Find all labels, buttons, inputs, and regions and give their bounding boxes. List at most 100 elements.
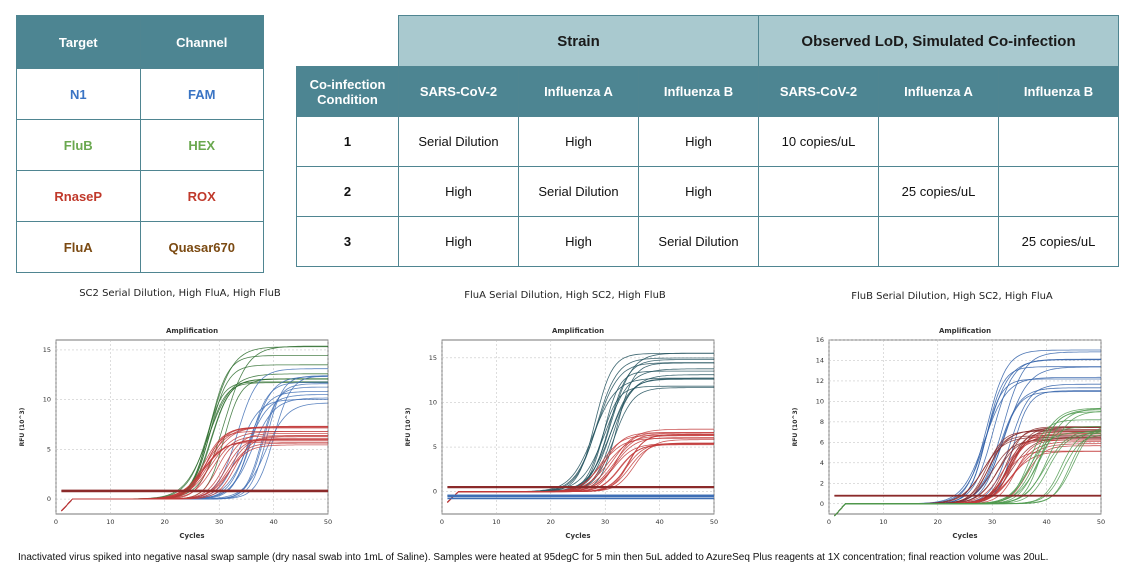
table-cell (878, 216, 1000, 267)
y-tick-label: 4 (820, 459, 824, 467)
table-cell (878, 116, 1000, 167)
channel-header: Channel (139, 15, 264, 69)
x-tick-label: 30 (601, 518, 609, 526)
y-tick-label: 0 (433, 488, 437, 496)
target-cell: RnaseP (16, 170, 141, 222)
y-tick-label: 5 (47, 445, 51, 453)
table-cell: Serial Dilution (637, 216, 760, 267)
x-tick-label: 0 (54, 518, 58, 526)
table-row: FluA Quasar670 (16, 221, 264, 273)
x-tick-label: 20 (161, 518, 169, 526)
table-cell: High (398, 166, 519, 217)
y-tick-label: 6 (820, 438, 824, 446)
table-row: 3 High High Serial Dilution 25 copies/uL (296, 216, 1120, 267)
condition-cell: 1 (296, 116, 399, 167)
table-cell (758, 166, 880, 217)
x-tick-label: 0 (440, 518, 444, 526)
x-tick-label: 50 (1097, 518, 1105, 526)
y-tick-label: 10 (816, 397, 824, 405)
target-cell: FluA (16, 221, 141, 273)
table-cell: High (637, 166, 760, 217)
x-tick-label: 10 (879, 518, 887, 526)
target-header: Target (16, 15, 141, 69)
y-tick-label: 10 (43, 396, 51, 404)
target-cell: FluB (16, 119, 141, 171)
column-header: Influenza A (518, 66, 639, 117)
y-tick-label: 0 (820, 500, 824, 508)
column-header: Influenza A (878, 66, 1000, 117)
table-row: N1 FAM (16, 68, 264, 120)
channel-cell: ROX (139, 170, 264, 222)
x-tick-label: 50 (710, 518, 718, 526)
y-tick-label: 12 (816, 377, 824, 385)
channel-cell: HEX (139, 119, 264, 171)
x-tick-label: 40 (1042, 518, 1050, 526)
table-cell: High (518, 216, 639, 267)
y-tick-label: 8 (820, 418, 824, 426)
y-tick-label: 0 (47, 495, 51, 503)
condition-cell: 2 (296, 166, 399, 217)
x-axis-label: Cycles (565, 532, 590, 540)
x-tick-label: 40 (655, 518, 663, 526)
table-cell (998, 116, 1120, 167)
lod-table: Strain Observed LoD, Simulated Co-infect… (296, 15, 1120, 267)
channel-cell: FAM (139, 68, 264, 120)
y-tick-label: 15 (43, 346, 51, 354)
column-header: SARS-CoV-2 (398, 66, 519, 117)
x-tick-label: 10 (106, 518, 114, 526)
table-cell: High (398, 216, 519, 267)
amplification-curve (61, 438, 328, 512)
channel-cell: Quasar670 (139, 221, 264, 273)
y-tick-label: 15 (429, 354, 437, 362)
table-cell: High (518, 116, 639, 167)
table-cell (998, 166, 1120, 217)
empty-corner (297, 16, 399, 67)
chart-subtitle: Amplification (939, 327, 991, 335)
amplification-chart-flua: Amplification 0 10 20 30 40 50 0 5 10 15 Cycles RFU … (405, 327, 718, 540)
x-tick-label: 30 (215, 518, 223, 526)
strain-group-header: Strain (397, 15, 760, 67)
x-tick-label: 0 (827, 518, 831, 526)
table-row: RnaseP ROX (16, 170, 264, 222)
y-tick-label: 5 (433, 443, 437, 451)
amplification-chart-flub: Amplification 0 10 20 30 40 50 0 2 4 6 8 10 12 14 16 Cyc… (792, 327, 1105, 540)
x-tick-label: 20 (934, 518, 942, 526)
target-channel-table: Target Channel N1 FAM FluB HEX RnaseP RO… (16, 15, 264, 273)
amplification-chart-sc2: Amplification 0 10 20 30 40 50 0 5 10 15 Cycles RFU … (19, 327, 332, 540)
x-tick-label: 40 (269, 518, 277, 526)
table-cell: Serial Dilution (518, 166, 639, 217)
column-header: Influenza B (998, 66, 1120, 117)
table-cell (758, 216, 880, 267)
y-tick-label: 14 (816, 356, 824, 364)
y-tick-label: 16 (816, 336, 824, 344)
lod-group-header: Observed LoD, Simulated Co-infection (758, 15, 1120, 67)
table-row: 1 Serial Dilution High High 10 copies/uL (296, 116, 1120, 167)
column-header: Influenza B (637, 66, 760, 117)
y-tick-label: 2 (820, 479, 824, 487)
y-axis-label: RFU (10^3) (405, 407, 412, 446)
y-axis-label: RFU (10^3) (19, 407, 26, 446)
chart-title: FluA Serial Dilution, High SC2, High Flu… (464, 290, 666, 301)
table-cell: Serial Dilution (398, 116, 519, 167)
y-axis-label: RFU (10^3) (792, 407, 799, 446)
table-row: 2 High Serial Dilution High 25 copies/uL (296, 166, 1120, 217)
target-cell: N1 (16, 68, 141, 120)
x-tick-label: 20 (547, 518, 555, 526)
y-tick-label: 10 (429, 398, 437, 406)
chart-subtitle: Amplification (166, 327, 218, 335)
x-tick-label: 50 (324, 518, 332, 526)
footnote: Inactivated virus spiked into negative n… (18, 552, 1049, 563)
x-axis-label: Cycles (952, 532, 977, 540)
x-axis-label: Cycles (179, 532, 204, 540)
chart-subtitle: Amplification (552, 327, 604, 335)
x-tick-label: 30 (988, 518, 996, 526)
table-cell: 25 copies/uL (878, 166, 1000, 217)
chart-title: FluB Serial Dilution, High SC2, High Flu… (851, 291, 1053, 302)
condition-header: Co-infection Condition (296, 66, 399, 117)
column-header: SARS-CoV-2 (758, 66, 880, 117)
table-row: FluB HEX (16, 119, 264, 171)
condition-cell: 3 (296, 216, 399, 267)
table-cell: 25 copies/uL (998, 216, 1120, 267)
chart-title: SC2 Serial Dilution, High FluA, High Flu… (79, 288, 281, 299)
